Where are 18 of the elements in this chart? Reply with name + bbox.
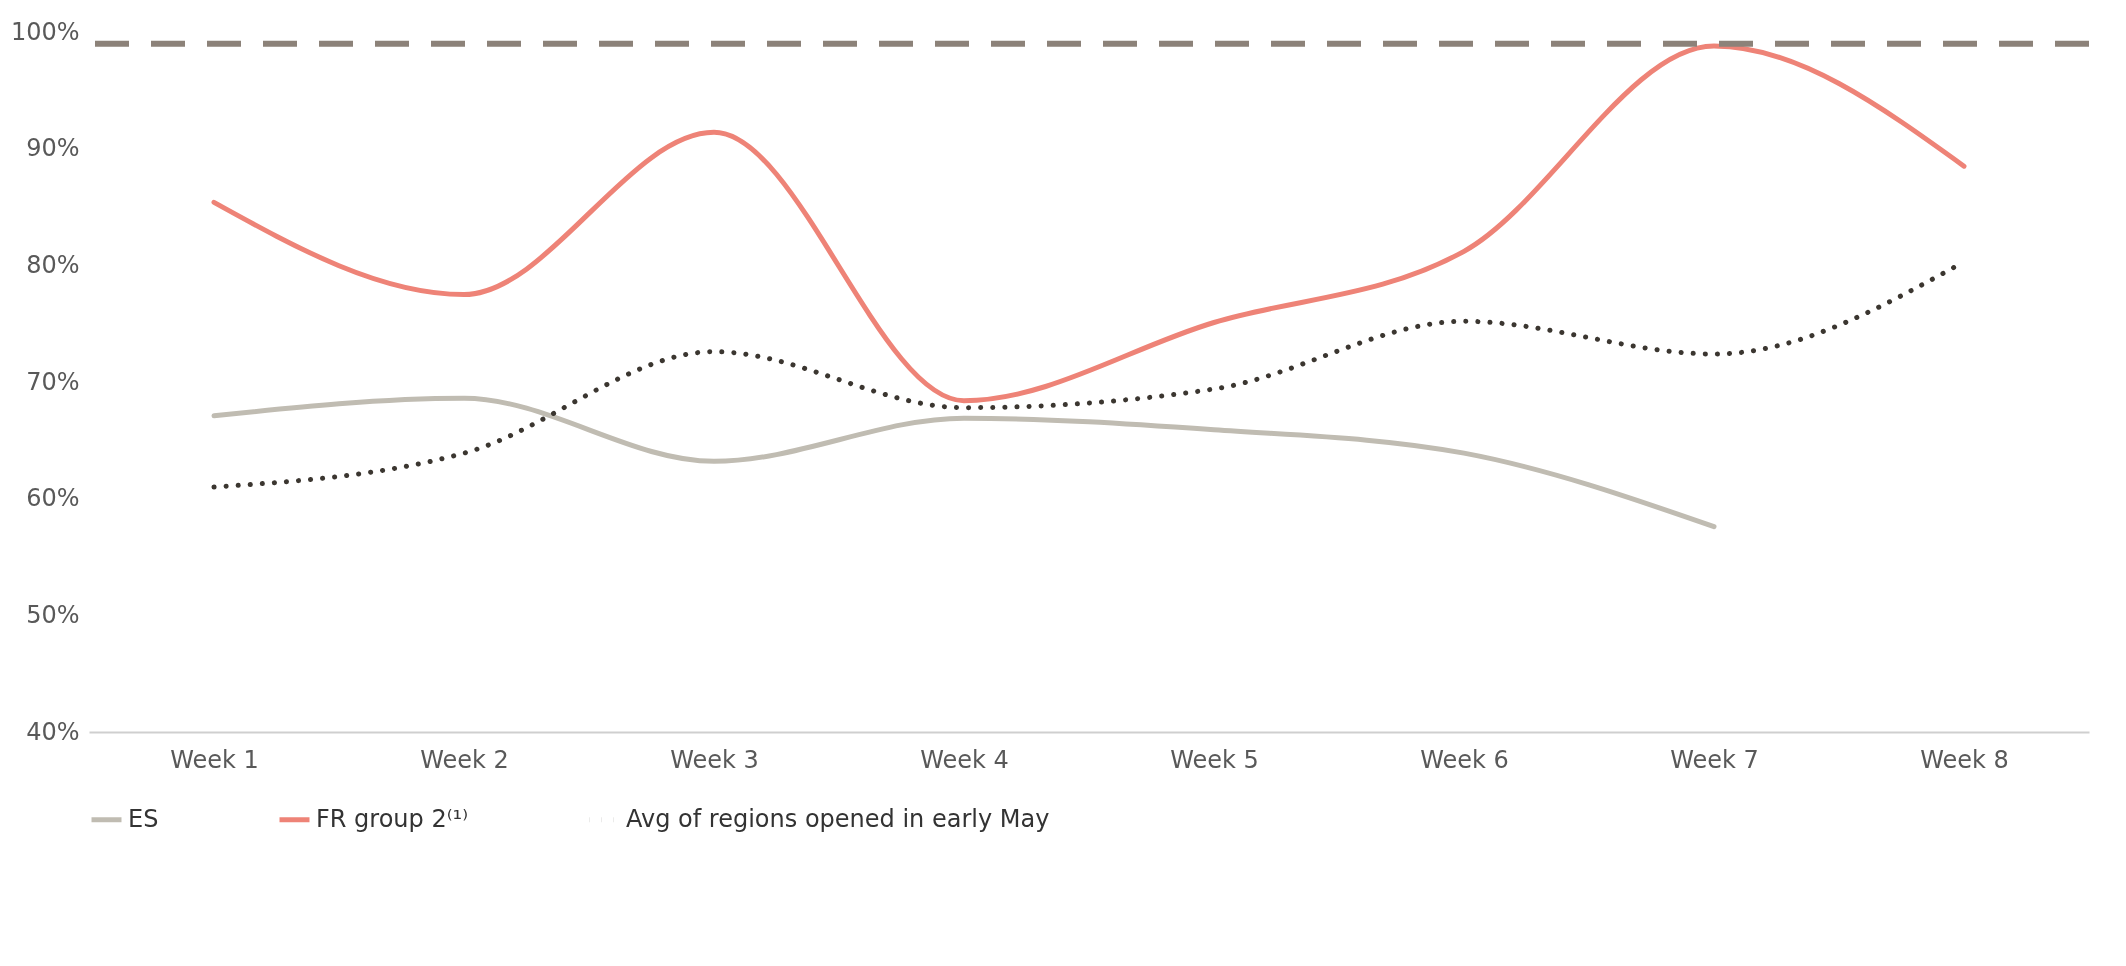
y-tick-label: 80% xyxy=(26,250,80,279)
legend-label: FR group 2⁽¹⁾ xyxy=(316,804,469,833)
x-tick-label: Week 6 xyxy=(1420,745,1509,774)
x-tick-label: Week 3 xyxy=(670,745,759,774)
y-tick-label: 50% xyxy=(26,600,80,629)
x-tick-label: Week 4 xyxy=(920,745,1009,774)
x-tick-label: Week 8 xyxy=(1920,745,2009,774)
x-tick-label: Week 2 xyxy=(420,745,509,774)
x-tick-label: Week 1 xyxy=(170,745,259,774)
y-tick-label: 100% xyxy=(10,17,80,46)
legend-label: Avg of regions opened in early May xyxy=(626,804,1050,833)
y-tick-label: 60% xyxy=(26,484,80,513)
y-tick-label: 40% xyxy=(26,717,80,746)
x-tick-label: Week 7 xyxy=(1670,745,1759,774)
legend-label: ES xyxy=(128,804,159,833)
y-tick-label: 90% xyxy=(26,134,80,163)
y-tick-label: 70% xyxy=(26,367,80,396)
x-tick-label: Week 5 xyxy=(1170,745,1259,774)
